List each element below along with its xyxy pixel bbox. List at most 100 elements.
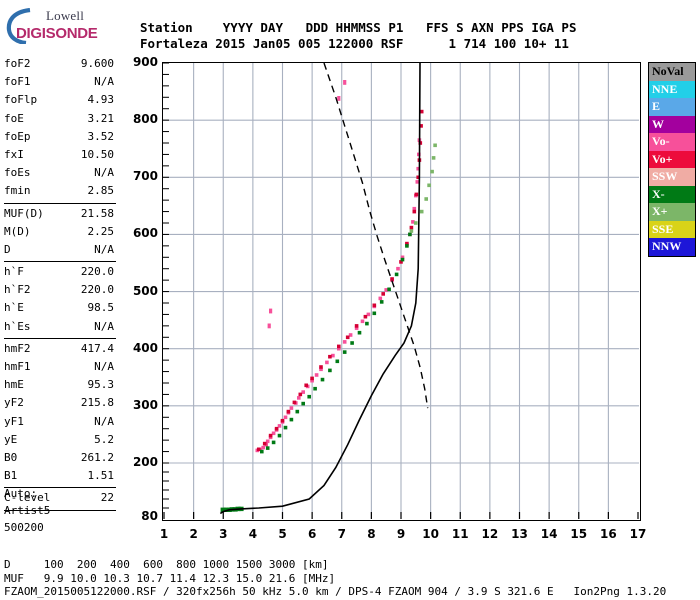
data-point: [283, 425, 288, 430]
y-tick-label: 500: [132, 283, 158, 298]
param-key: D: [4, 242, 11, 256]
x-tick-label: 4: [248, 527, 258, 541]
param-value: 21.58: [80, 206, 114, 220]
footer-line-file: FZAOM_2015005122000.RSF / 320fx256h 50 k…: [4, 585, 667, 598]
header-line-1: Station YYYY DAY DDD HHMMSS P1 FFS S AXN…: [140, 20, 577, 35]
data-point: [430, 169, 434, 174]
param-key: foE: [4, 111, 24, 125]
legend-item-vo[interactable]: Vo+: [649, 150, 695, 168]
outlier-point: [343, 80, 347, 85]
param-row-hmf2: hmF2 417.4: [4, 341, 116, 359]
legend-item-noval[interactable]: NoVal: [649, 63, 695, 81]
legend-item-nnw[interactable]: NNW: [649, 238, 695, 256]
lowell-digisonde-logo: Lowell DIGISONDE: [6, 6, 118, 46]
param-row-b1: B1 1.51: [4, 468, 116, 486]
param-row-ye: yE 5.2: [4, 432, 116, 450]
data-point: [372, 303, 377, 308]
param-row-hes: h`Es N/A: [4, 319, 116, 337]
data-point: [265, 439, 270, 444]
data-point: [350, 341, 354, 345]
data-point: [301, 401, 305, 406]
data-point: [297, 396, 301, 400]
data-point: [387, 287, 391, 292]
data-point: [268, 433, 273, 438]
legend-item-nne[interactable]: NNE: [649, 80, 695, 98]
data-point: [424, 197, 428, 201]
data-point: [289, 406, 294, 410]
legend-item-vo[interactable]: Vo-: [649, 133, 695, 151]
legend-item-e[interactable]: E: [649, 98, 695, 116]
ionogram-plot-area[interactable]: [162, 62, 641, 521]
x-tick-label: 6: [307, 527, 317, 541]
param-key: B0: [4, 450, 18, 464]
data-point: [405, 244, 409, 248]
param-key: foFlp: [4, 93, 38, 107]
data-point: [414, 192, 419, 197]
param-key: h`F2: [4, 283, 31, 297]
data-point: [280, 418, 285, 423]
param-row-he: h`E 98.5: [4, 300, 116, 318]
param-value: 98.5: [87, 301, 115, 315]
data-point: [310, 376, 314, 381]
data-point: [301, 390, 305, 394]
logo-word-digisonde: DIGISONDE: [16, 25, 98, 42]
legend-item-w[interactable]: W: [649, 115, 695, 133]
outlier-point: [269, 308, 273, 314]
param-row-foep: foEp 3.52: [4, 129, 116, 147]
param-value: 261.2: [80, 450, 114, 464]
legend-item-sse[interactable]: SSE: [649, 220, 695, 238]
x-tick-label: 5: [278, 527, 287, 541]
x-tick-label: 12: [481, 527, 499, 541]
y-tick-label: 200: [132, 455, 158, 469]
param-value: 1.51: [87, 469, 115, 483]
x-tick-label: 2: [189, 527, 198, 541]
param-value: 220.0: [80, 265, 114, 279]
data-point: [271, 440, 276, 445]
param-value: 22: [100, 491, 114, 505]
e-layer-point: [223, 507, 229, 512]
data-point: [277, 433, 282, 438]
polarization-legend[interactable]: NoVal NNE E W Vo- Vo+ SSW X- X+ SSE NNW: [648, 62, 696, 257]
y-tick-label: 800: [132, 112, 158, 127]
param-row-fxi: fxI 10.50: [4, 147, 116, 165]
param-value: N/A: [94, 166, 114, 180]
param-row-foflp: foFlp 4.93: [4, 92, 116, 110]
data-point: [342, 340, 347, 344]
x-tick-label: 7: [337, 527, 346, 541]
footer-line-d: D 100 200 400 600 800 1000 1500 3000 [km…: [4, 558, 329, 571]
x-tick-label: 15: [570, 527, 588, 541]
param-key: hmE: [4, 378, 24, 392]
param-key: h`E: [4, 301, 24, 315]
x-tick-label: 11: [451, 527, 469, 541]
param-value: N/A: [94, 242, 114, 256]
station-header: Station YYYY DAY DDD HHMMSS P1 FFS S AXN…: [140, 20, 577, 52]
data-point: [394, 272, 399, 277]
logo-word-lowell: Lowell: [46, 8, 85, 23]
param-key: foEp: [4, 129, 31, 143]
legend-item-x[interactable]: X-: [649, 185, 695, 203]
legend-item-ssw[interactable]: SSW: [649, 168, 695, 186]
legend-item-x[interactable]: X+: [649, 203, 695, 221]
data-point: [405, 241, 409, 246]
data-point: [381, 292, 385, 296]
param-row-foe: foE 3.21: [4, 111, 116, 129]
data-point: [431, 156, 436, 160]
data-point: [357, 330, 362, 335]
header-line-2: Fortaleza 2015 Jan05 005 122000 RSF 1 71…: [140, 36, 569, 51]
param-value: N/A: [94, 319, 114, 333]
param-key: hmF1: [4, 360, 31, 373]
x-tick-label: 14: [540, 527, 558, 541]
param-key: yF2: [4, 396, 24, 410]
y-tick-label: 300: [132, 397, 158, 412]
data-point: [274, 426, 279, 431]
param-key: h`Es: [4, 319, 31, 333]
ionogram-parameter-table: foF2 9.600 foF1 N/A foFlp 4.93 foE 3.21 foEp 3.52…: [4, 56, 116, 513]
param-key: h`F: [4, 265, 24, 279]
data-point: [331, 353, 335, 358]
data-point: [295, 409, 300, 414]
param-value: 5.2: [94, 432, 114, 446]
param-value: N/A: [94, 414, 114, 428]
series-4: [219, 63, 421, 515]
data-point: [304, 383, 308, 388]
series-5: [323, 63, 429, 409]
